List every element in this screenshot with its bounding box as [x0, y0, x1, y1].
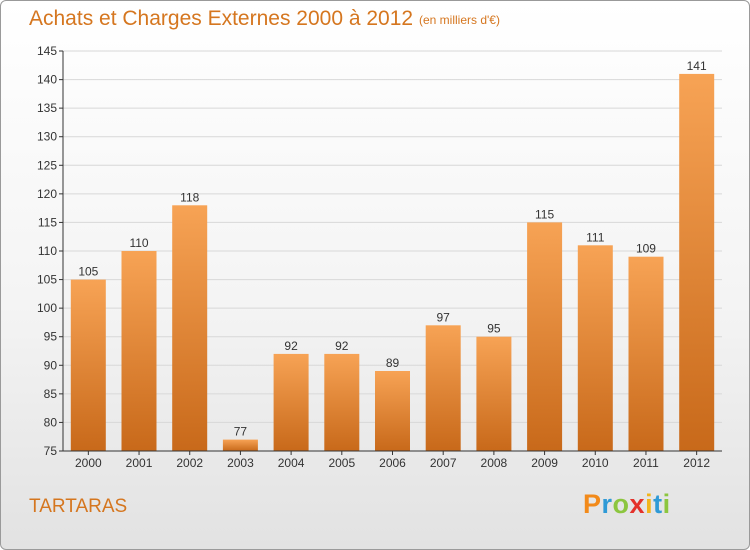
y-tick-label: 85 — [44, 387, 58, 401]
axes: 75 80 85 90 95 100 105 110 115 120 125 130 135 140 145… — [37, 44, 722, 470]
y-tick-label: 90 — [44, 358, 58, 372]
data-label: 92 — [284, 339, 298, 353]
y-tick-label: 145 — [37, 44, 57, 58]
data-label: 92 — [335, 339, 349, 353]
y-tick-label: 75 — [44, 444, 58, 458]
x-tick-label: 2011 — [633, 456, 659, 470]
data-label: 110 — [129, 236, 148, 250]
bar — [70, 279, 106, 451]
data-label: 97 — [437, 310, 451, 324]
y-tick-label: 115 — [38, 215, 57, 229]
logo-letter: o — [612, 489, 630, 519]
data-label: 115 — [535, 207, 554, 221]
x-tick-label: 2010 — [582, 456, 609, 470]
y-tick-label: 110 — [38, 244, 57, 258]
y-tick-label: 140 — [37, 73, 57, 87]
bar — [527, 222, 563, 451]
x-tick-label: 2008 — [481, 456, 508, 470]
y-tick-label: 105 — [37, 273, 57, 287]
bar — [679, 73, 715, 452]
data-label: 118 — [180, 190, 199, 204]
x-tick-label: 2005 — [328, 456, 355, 470]
logo-letter: P — [583, 489, 602, 519]
y-tick-label: 100 — [37, 301, 57, 315]
logo-letter: i — [662, 489, 671, 519]
proxiti-logo: Proxiti — [583, 489, 671, 520]
data-label: 141 — [687, 59, 707, 73]
x-tick-label: 2006 — [379, 456, 406, 470]
data-label: 105 — [78, 265, 98, 279]
bar — [121, 251, 157, 451]
logo-letter: x — [629, 489, 646, 519]
data-label: 95 — [487, 322, 501, 336]
y-tick-label: 135 — [37, 101, 57, 115]
x-tick-label: 2012 — [683, 456, 710, 470]
y-tick-label: 120 — [37, 187, 57, 201]
chart-unit: (en milliers d'€) — [419, 13, 500, 27]
y-tick-label: 80 — [44, 415, 58, 429]
bar — [476, 336, 512, 451]
data-label: 77 — [234, 425, 248, 439]
x-tick-label: 2000 — [75, 456, 102, 470]
x-tick-label: 2001 — [126, 456, 153, 470]
y-tick-label: 125 — [37, 158, 57, 172]
bar — [628, 256, 664, 451]
bar — [172, 205, 208, 451]
logo-letter: r — [601, 489, 613, 519]
bar — [222, 439, 258, 451]
x-tick-label: 2003 — [227, 456, 254, 470]
commune-name: TARTARAS — [29, 496, 128, 517]
bar — [273, 353, 309, 451]
bar — [375, 371, 410, 451]
data-label: 111 — [586, 230, 605, 244]
bar — [324, 353, 360, 451]
data-label: 109 — [636, 242, 656, 256]
y-tick-label: 95 — [44, 330, 58, 344]
x-tick-label: 2002 — [176, 456, 203, 470]
bar — [577, 245, 613, 451]
chart-title: Achats et Charges Externes 2000 à 2012 — [29, 7, 414, 30]
x-tick-label: 2007 — [430, 456, 457, 470]
logo-letter: i — [645, 489, 654, 519]
bar — [425, 325, 461, 451]
logo-letter: t — [653, 489, 663, 519]
data-label: 89 — [386, 356, 400, 370]
x-tick-label: 2004 — [278, 456, 305, 470]
bars: 105 110 118 77 92 92 89 97 95 115 111 109 141 — [70, 59, 715, 452]
y-tick-label: 130 — [37, 130, 57, 144]
x-tick-label: 2009 — [531, 456, 558, 470]
